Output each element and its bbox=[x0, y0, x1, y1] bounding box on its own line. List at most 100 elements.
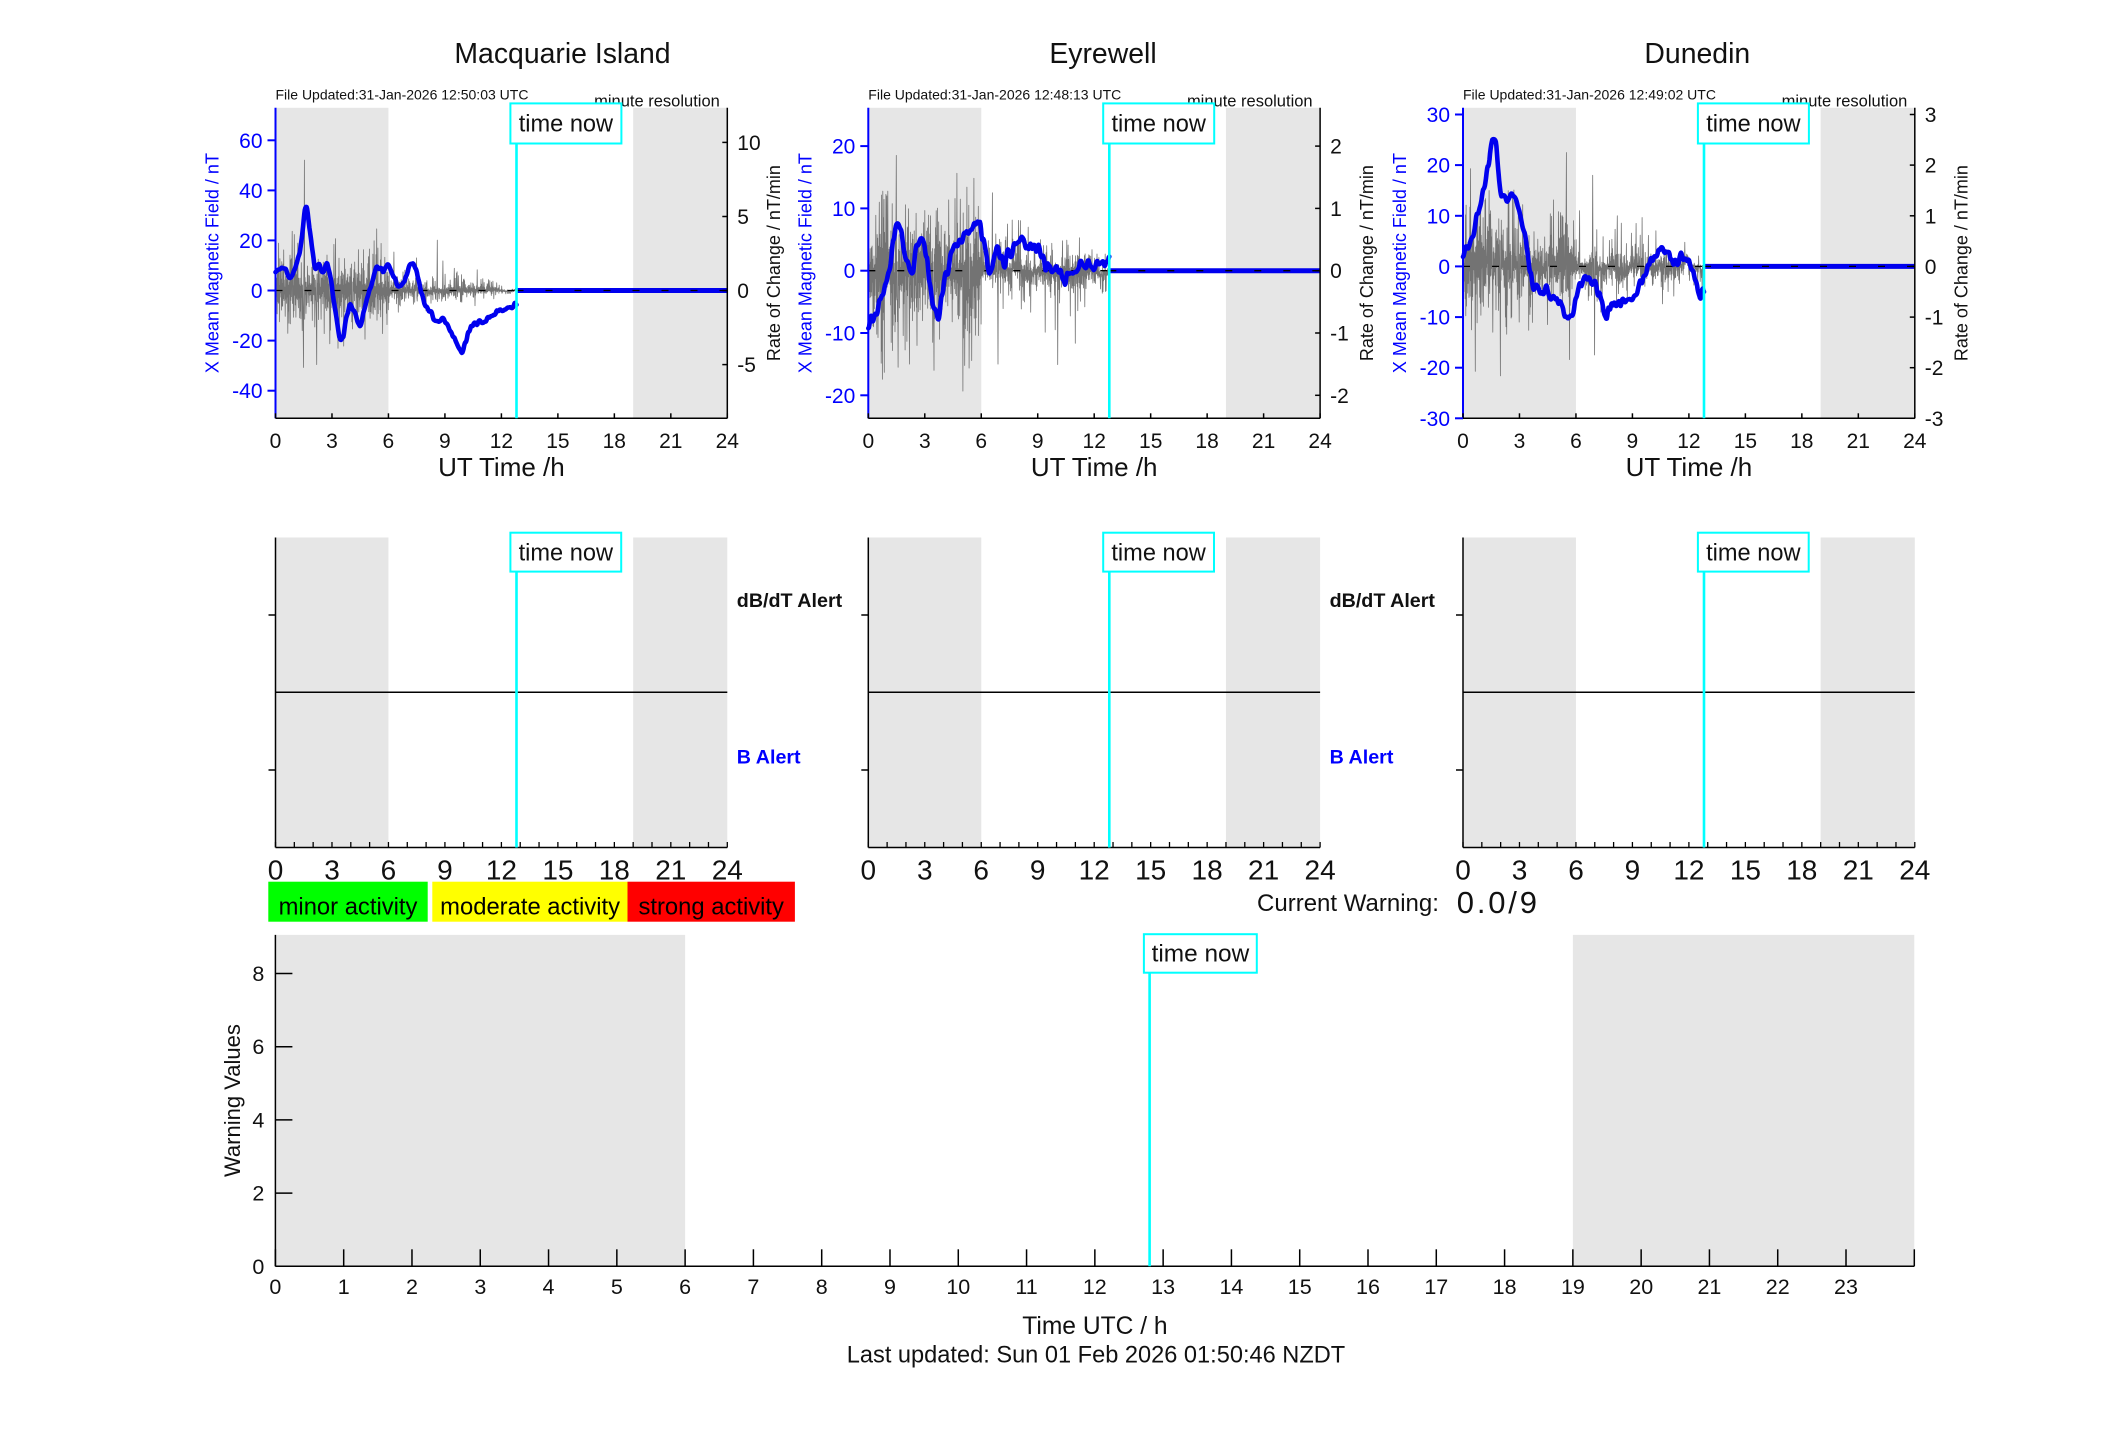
svg-text:Eyrewell: Eyrewell bbox=[1049, 38, 1156, 70]
svg-text:0: 0 bbox=[269, 1275, 281, 1299]
svg-text:21: 21 bbox=[1843, 855, 1874, 886]
svg-text:minute resolution: minute resolution bbox=[594, 93, 720, 111]
svg-text:6: 6 bbox=[679, 1275, 691, 1299]
svg-text:-20: -20 bbox=[232, 330, 262, 353]
svg-text:3: 3 bbox=[917, 855, 933, 886]
svg-text:X Mean Magnetic Field / nT: X Mean Magnetic Field / nT bbox=[203, 153, 223, 373]
svg-text:3: 3 bbox=[919, 430, 931, 453]
svg-text:18: 18 bbox=[603, 430, 626, 453]
svg-text:1: 1 bbox=[1330, 198, 1342, 221]
svg-text:21: 21 bbox=[1248, 855, 1279, 886]
svg-text:3: 3 bbox=[324, 855, 340, 886]
svg-text:File Updated:31-Jan-2026 12:48: File Updated:31-Jan-2026 12:48:13 UTC bbox=[868, 87, 1121, 103]
svg-text:0: 0 bbox=[1455, 855, 1471, 886]
svg-text:4: 4 bbox=[252, 1108, 264, 1132]
svg-text:16: 16 bbox=[1356, 1275, 1380, 1299]
svg-text:5: 5 bbox=[737, 206, 749, 229]
svg-text:18: 18 bbox=[1493, 1275, 1517, 1299]
svg-text:B Alert: B Alert bbox=[1330, 747, 1394, 769]
svg-text:File Updated:31-Jan-2026 12:49: File Updated:31-Jan-2026 12:49:02 UTC bbox=[1463, 87, 1716, 103]
svg-text:0: 0 bbox=[270, 430, 282, 453]
svg-text:10: 10 bbox=[1427, 205, 1450, 228]
svg-text:strong activity: strong activity bbox=[638, 894, 784, 921]
svg-text:7: 7 bbox=[747, 1275, 759, 1299]
svg-text:0: 0 bbox=[1457, 430, 1469, 453]
svg-text:6: 6 bbox=[381, 855, 397, 886]
svg-text:1: 1 bbox=[338, 1275, 350, 1299]
svg-text:X Mean Magnetic Field / nT: X Mean Magnetic Field / nT bbox=[795, 153, 815, 373]
svg-text:3: 3 bbox=[474, 1275, 486, 1299]
svg-text:-5: -5 bbox=[737, 354, 756, 377]
svg-text:17: 17 bbox=[1424, 1275, 1448, 1299]
svg-text:6: 6 bbox=[1568, 855, 1584, 886]
svg-text:24: 24 bbox=[712, 855, 743, 886]
svg-text:23: 23 bbox=[1834, 1275, 1858, 1299]
svg-text:9: 9 bbox=[884, 1275, 896, 1299]
svg-text:9: 9 bbox=[437, 855, 453, 886]
svg-text:20: 20 bbox=[1427, 155, 1450, 178]
svg-text:Rate of Change / nT/min: Rate of Change / nT/min bbox=[764, 165, 784, 361]
svg-text:0: 0 bbox=[1925, 256, 1937, 279]
svg-text:0: 0 bbox=[252, 1255, 264, 1279]
svg-text:minute resolution: minute resolution bbox=[1187, 93, 1313, 111]
svg-text:-10: -10 bbox=[1420, 307, 1450, 330]
svg-text:30: 30 bbox=[1427, 104, 1450, 127]
svg-text:File Updated:31-Jan-2026 12:50: File Updated:31-Jan-2026 12:50:03 UTC bbox=[276, 87, 529, 103]
svg-text:13: 13 bbox=[1151, 1275, 1175, 1299]
svg-text:Rate of Change / nT/min: Rate of Change / nT/min bbox=[1357, 165, 1377, 361]
svg-text:0.0/9: 0.0/9 bbox=[1457, 885, 1540, 920]
svg-text:-30: -30 bbox=[1420, 408, 1450, 431]
svg-text:14: 14 bbox=[1219, 1275, 1243, 1299]
svg-text:0: 0 bbox=[862, 430, 874, 453]
svg-text:0: 0 bbox=[737, 280, 749, 303]
svg-text:18: 18 bbox=[1192, 855, 1223, 886]
svg-text:Warning Values: Warning Values bbox=[220, 1024, 245, 1177]
svg-text:21: 21 bbox=[1847, 430, 1870, 453]
svg-text:3: 3 bbox=[1925, 104, 1937, 127]
svg-text:0: 0 bbox=[268, 855, 284, 886]
svg-text:12: 12 bbox=[1083, 430, 1106, 453]
svg-text:time now: time now bbox=[519, 541, 614, 567]
svg-text:8: 8 bbox=[816, 1275, 828, 1299]
svg-text:0: 0 bbox=[861, 855, 877, 886]
svg-text:60: 60 bbox=[239, 130, 262, 153]
svg-text:B Alert: B Alert bbox=[737, 747, 801, 769]
svg-text:6: 6 bbox=[383, 430, 395, 453]
svg-text:24: 24 bbox=[1903, 430, 1927, 453]
svg-text:-2: -2 bbox=[1925, 357, 1944, 380]
svg-text:18: 18 bbox=[599, 855, 630, 886]
svg-text:time now: time now bbox=[1706, 112, 1801, 138]
svg-text:UT Time /h: UT Time /h bbox=[438, 452, 565, 482]
svg-text:21: 21 bbox=[655, 855, 686, 886]
svg-text:21: 21 bbox=[1252, 430, 1275, 453]
svg-text:8: 8 bbox=[252, 962, 264, 986]
svg-text:UT Time /h: UT Time /h bbox=[1626, 452, 1753, 482]
svg-text:time now: time now bbox=[1111, 541, 1206, 567]
svg-text:3: 3 bbox=[326, 430, 338, 453]
svg-text:0: 0 bbox=[251, 280, 263, 303]
svg-text:9: 9 bbox=[439, 430, 451, 453]
svg-text:15: 15 bbox=[546, 430, 569, 453]
svg-text:2: 2 bbox=[252, 1182, 264, 1206]
svg-text:4: 4 bbox=[543, 1275, 555, 1299]
svg-text:18: 18 bbox=[1790, 430, 1813, 453]
svg-text:-2: -2 bbox=[1330, 385, 1349, 408]
svg-text:10: 10 bbox=[737, 132, 760, 155]
svg-text:15: 15 bbox=[1734, 430, 1757, 453]
svg-text:9: 9 bbox=[1030, 855, 1046, 886]
svg-text:12: 12 bbox=[1079, 855, 1110, 886]
svg-text:3: 3 bbox=[1514, 430, 1526, 453]
svg-text:12: 12 bbox=[486, 855, 517, 886]
svg-text:18: 18 bbox=[1195, 430, 1218, 453]
svg-text:0: 0 bbox=[1330, 260, 1342, 283]
svg-text:1: 1 bbox=[1925, 205, 1937, 228]
svg-text:time now: time now bbox=[1111, 112, 1206, 138]
svg-text:24: 24 bbox=[1308, 430, 1332, 453]
svg-text:21: 21 bbox=[1697, 1275, 1721, 1299]
svg-text:-1: -1 bbox=[1925, 307, 1944, 330]
svg-text:Last updated: Sun 01 Feb 2026: Last updated: Sun 01 Feb 2026 01:50:46 N… bbox=[847, 1343, 1345, 1369]
svg-text:10: 10 bbox=[832, 198, 855, 221]
svg-text:9: 9 bbox=[1032, 430, 1044, 453]
svg-text:5: 5 bbox=[611, 1275, 623, 1299]
svg-text:0: 0 bbox=[1438, 256, 1450, 279]
